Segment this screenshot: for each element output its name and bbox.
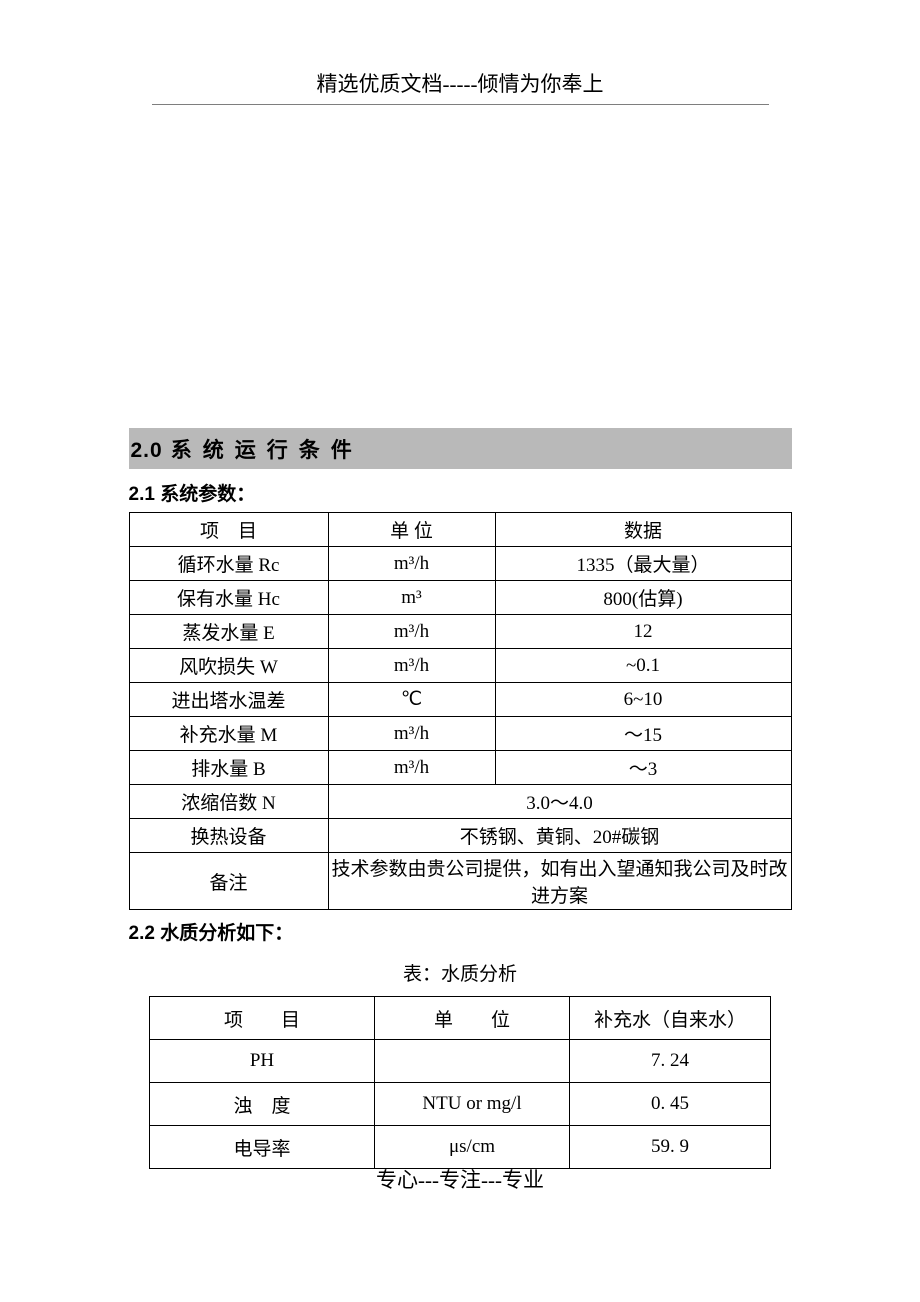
header-text: 精选优质文档-----倾情为你奉上 (152, 68, 769, 98)
table-cell: 排水量 B (129, 751, 328, 785)
table-cell: 电导率 (150, 1126, 375, 1169)
table-cell: ~0.1 (495, 649, 791, 683)
table-cell: m³/h (328, 649, 495, 683)
table-row: 浓缩倍数 N 3.0～4.0 (129, 785, 791, 819)
section-number: 2.0 (131, 439, 163, 462)
table-cell: 蒸发水量 E (129, 615, 328, 649)
table-cell: 补充水量 M (129, 717, 328, 751)
table-cell: 浊 度 (150, 1083, 375, 1126)
col-header: 数据 (495, 513, 791, 547)
table-cell: ～15 (495, 717, 791, 751)
table-cell: 1335（最大量） (495, 547, 791, 581)
page-content: 2.0 系统运行条件 2.1 系统参数： 项 目 单 位 数据 循环水量 Rc m… (129, 105, 792, 1169)
table-row: 保有水量 Hc m³ 800(估算) (129, 581, 791, 615)
table-cell: 备注 (129, 853, 328, 910)
table-cell: m³ (328, 581, 495, 615)
table-cell: 进出塔水温差 (129, 683, 328, 717)
table-cell: 3.0～4.0 (328, 785, 791, 819)
water-analysis-table: 项 目 单 位 补充水（自来水） PH 7. 24 浊 度 NTU or mg/… (149, 996, 771, 1169)
table-row: 换热设备 不锈钢、黄铜、20#碳钢 (129, 819, 791, 853)
water-analysis-wrap: 项 目 单 位 补充水（自来水） PH 7. 24 浊 度 NTU or mg/… (149, 996, 771, 1169)
table-cell: m³/h (328, 547, 495, 581)
table-cell: 800(估算) (495, 581, 791, 615)
table-row: 进出塔水温差 ℃ 6~10 (129, 683, 791, 717)
document-page: 精选优质文档-----倾情为你奉上 2.0 系统运行条件 2.1 系统参数： 项 … (0, 0, 920, 1302)
table-row: PH 7. 24 (150, 1040, 771, 1083)
table-header-row: 项 目 单 位 数据 (129, 513, 791, 547)
table-cell: 0. 45 (570, 1083, 771, 1126)
table-row: 备注 技术参数由贵公司提供，如有出入望通知我公司及时改进方案 (129, 853, 791, 910)
table-row: 蒸发水量 E m³/h 12 (129, 615, 791, 649)
table-cell: 技术参数由贵公司提供，如有出入望通知我公司及时改进方案 (328, 853, 791, 910)
section-title: 2.0 系统运行条件 (129, 428, 792, 469)
table-header-row: 项 目 单 位 补充水（自来水） (150, 997, 771, 1040)
table-row: 补充水量 M m³/h ～15 (129, 717, 791, 751)
table-cell: m³/h (328, 751, 495, 785)
table-row: 风吹损失 W m³/h ~0.1 (129, 649, 791, 683)
col-header: 项 目 (150, 997, 375, 1040)
table-cell: 12 (495, 615, 791, 649)
subheading-2-1: 2.1 系统参数： (129, 479, 792, 506)
table-row: 电导率 μs/cm 59. 9 (150, 1126, 771, 1169)
table-cell: 7. 24 (570, 1040, 771, 1083)
table-row: 排水量 B m³/h ～3 (129, 751, 791, 785)
subheading-2-2: 2.2 水质分析如下： (129, 918, 792, 945)
table-row: 循环水量 Rc m³/h 1335（最大量） (129, 547, 791, 581)
col-header: 补充水（自来水） (570, 997, 771, 1040)
table-cell: ℃ (328, 683, 495, 717)
system-params-table: 项 目 单 位 数据 循环水量 Rc m³/h 1335（最大量） 保有水量 H… (129, 512, 792, 910)
table-cell: NTU or mg/l (375, 1083, 570, 1126)
col-header: 单 位 (328, 513, 495, 547)
table2-caption: 表：水质分析 (129, 959, 792, 986)
table-cell: μs/cm (375, 1126, 570, 1169)
table-cell: 保有水量 Hc (129, 581, 328, 615)
table-cell: ～3 (495, 751, 791, 785)
table-cell: 6~10 (495, 683, 791, 717)
table-cell: 浓缩倍数 N (129, 785, 328, 819)
table-cell: 不锈钢、黄铜、20#碳钢 (328, 819, 791, 853)
col-header: 项 目 (129, 513, 328, 547)
table-cell: 59. 9 (570, 1126, 771, 1169)
table-row: 浊 度 NTU or mg/l 0. 45 (150, 1083, 771, 1126)
table-cell: m³/h (328, 717, 495, 751)
section-heading: 系统运行条件 (171, 439, 363, 462)
table-cell: PH (150, 1040, 375, 1083)
page-header: 精选优质文档-----倾情为你奉上 (152, 68, 769, 105)
col-header: 单 位 (375, 997, 570, 1040)
table-cell: m³/h (328, 615, 495, 649)
table-cell: 风吹损失 W (129, 649, 328, 683)
table-cell (375, 1040, 570, 1083)
table-cell: 循环水量 Rc (129, 547, 328, 581)
page-footer: 专心---专注---专业 (0, 1164, 920, 1194)
table-cell: 换热设备 (129, 819, 328, 853)
